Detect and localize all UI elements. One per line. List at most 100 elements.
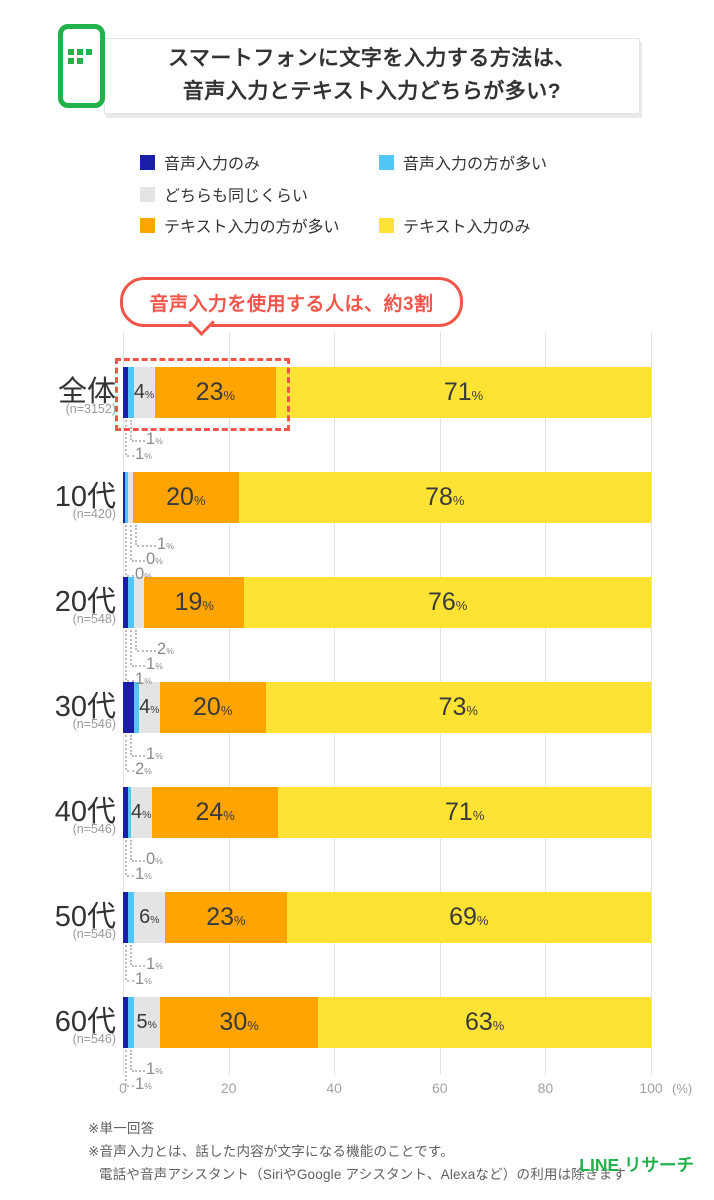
- segment-value-label: 71%: [445, 798, 485, 826]
- page-title-line2: 音声入力とテキスト入力どちらが多い?: [182, 80, 562, 103]
- percent-sign: %: [155, 856, 163, 866]
- callout-leader-v: [129, 945, 132, 965]
- sample-size-label-5: (n=546): [72, 927, 116, 941]
- callout-value: 1%: [146, 430, 163, 448]
- segment-value-label: 69%: [449, 903, 489, 931]
- legend-label-2: どちらも同じくらい: [164, 188, 309, 205]
- footnote-3: 電話や音声アシスタント（SiriやGoogle アシスタント、Alexaなど）の…: [99, 1167, 627, 1182]
- bar-segment-4-3: 24%: [151, 787, 279, 838]
- callout-value: 0%: [135, 565, 152, 583]
- callout-value-label: 1%: [146, 430, 163, 449]
- segment-value-label: 5%: [136, 1011, 157, 1033]
- page-title-line1: スマートフォンに文字を入力する方法は、: [168, 47, 576, 71]
- percent-sign: %: [223, 388, 236, 403]
- callout-value-label: 1%: [135, 445, 152, 464]
- bar-segment-5-3: 23%: [165, 892, 287, 943]
- category-label-4: 40代: [54, 796, 116, 828]
- footnote-1: ※単一回答: [88, 1121, 155, 1136]
- category-label-3: 30代: [54, 691, 116, 723]
- bar-segment-1-4: 78%: [238, 472, 651, 523]
- footnote-2: ※音声入力とは、話した内容が文字になる機能のことです。: [88, 1144, 454, 1159]
- callout-value-label: 0%: [146, 850, 163, 869]
- bar-segment-6-4: 63%: [318, 997, 651, 1048]
- segment-value-label: 20%: [193, 693, 233, 721]
- percent-sign: %: [476, 913, 489, 928]
- bar-segment-2-1: [128, 577, 134, 628]
- percent-sign: %: [155, 661, 163, 671]
- callout-leader-h: [127, 575, 134, 577]
- percent-sign: %: [202, 598, 214, 613]
- callout-leader-h: [131, 1070, 145, 1072]
- callout-leader-h: [127, 455, 134, 457]
- axis-tick-label-80: 80: [537, 1080, 554, 1096]
- callout-leader-v: [125, 1050, 127, 1085]
- bar-segment-4-0: [123, 787, 129, 838]
- callout-leader-v: [129, 630, 132, 665]
- bar-segment-1-2: [127, 472, 134, 523]
- sample-size-label-3: (n=546): [72, 717, 116, 731]
- axis-unit-label: (%): [672, 1081, 693, 1096]
- segment-value-label: 24%: [195, 798, 235, 826]
- percent-sign: %: [144, 871, 152, 881]
- segment-value-label: 19%: [174, 588, 214, 616]
- callout-leader-h: [131, 665, 145, 667]
- category-label-0: 全体: [57, 376, 116, 408]
- category-label-1: 10代: [54, 481, 116, 513]
- smartphone-icon: [58, 24, 105, 108]
- percent-sign: %: [147, 1020, 157, 1031]
- callout-value-label: 1%: [135, 865, 152, 884]
- percent-sign: %: [155, 751, 163, 761]
- segment-value-label: 63%: [464, 1008, 505, 1036]
- percent-sign: %: [144, 1081, 152, 1091]
- sample-size-label-4: (n=546): [72, 822, 116, 836]
- callout-leader-v: [125, 420, 127, 455]
- legend-label-1: 音声入力の方が多い: [403, 156, 548, 173]
- bar-row-2: 19% 76%: [123, 577, 651, 628]
- legend-item-4: テキスト入力のみ: [379, 215, 531, 236]
- callout-leader-h: [131, 860, 145, 862]
- segment-value-label: 20%: [166, 483, 206, 511]
- callout-value: 1%: [135, 670, 152, 688]
- callout-value-label: 1%: [146, 1060, 163, 1079]
- legend-item-0: 音声入力のみ: [140, 152, 260, 173]
- bar-row-3: 4% 20% 73%: [123, 682, 651, 733]
- smartphone-icon-dots-row2: [68, 58, 83, 64]
- bar-segment-4-2: 4%: [130, 787, 152, 838]
- callout-leader-v: [125, 630, 127, 680]
- percent-sign: %: [155, 556, 163, 566]
- legend-swatch-3: [140, 217, 155, 233]
- percent-sign: %: [247, 1018, 259, 1033]
- callout-value: 0%: [146, 550, 163, 568]
- callout-leader-h: [127, 680, 134, 682]
- title-box: スマートフォンに文字を入力する方法は、 音声入力とテキスト入力どちらが多い?: [104, 38, 640, 114]
- callout-value: 1%: [146, 655, 163, 673]
- callout-value: 2%: [157, 640, 174, 658]
- callout-value-label: 0%: [135, 565, 152, 584]
- annotation-bubble: 音声入力を使用する人は、約3割: [120, 277, 463, 327]
- callout-value-label: 1%: [146, 745, 163, 764]
- bar-segment-5-2: 6%: [133, 892, 166, 943]
- percent-sign: %: [492, 1018, 505, 1033]
- callout-value: 1%: [157, 535, 174, 553]
- bar-segment-0-0: [123, 367, 129, 418]
- bar-row-1: 20% 78%: [123, 472, 651, 523]
- legend-swatch-2: [140, 186, 155, 202]
- sample-size-label-1: (n=420): [72, 507, 116, 521]
- percent-sign: %: [144, 676, 152, 686]
- segment-value-label: 4%: [131, 801, 152, 823]
- bar-segment-6-2: 5%: [133, 997, 160, 1048]
- bar-segment-2-0: [123, 577, 129, 628]
- callout-value: 1%: [135, 445, 152, 463]
- percent-sign: %: [150, 915, 160, 926]
- bar-segment-3-0: [123, 682, 134, 733]
- bar-segment-1-1: [125, 472, 128, 523]
- callout-value-label: 1%: [135, 970, 152, 989]
- bar-row-5: 6% 23% 69%: [123, 892, 651, 943]
- callout-value: 0%: [146, 850, 163, 868]
- legend-swatch-1: [379, 154, 394, 170]
- bar-segment-2-4: 76%: [244, 577, 651, 628]
- percent-sign: %: [155, 961, 163, 971]
- category-label-6: 60代: [54, 1006, 116, 1038]
- callout-leader-v: [135, 630, 137, 650]
- callout-value-label: 1%: [146, 955, 163, 974]
